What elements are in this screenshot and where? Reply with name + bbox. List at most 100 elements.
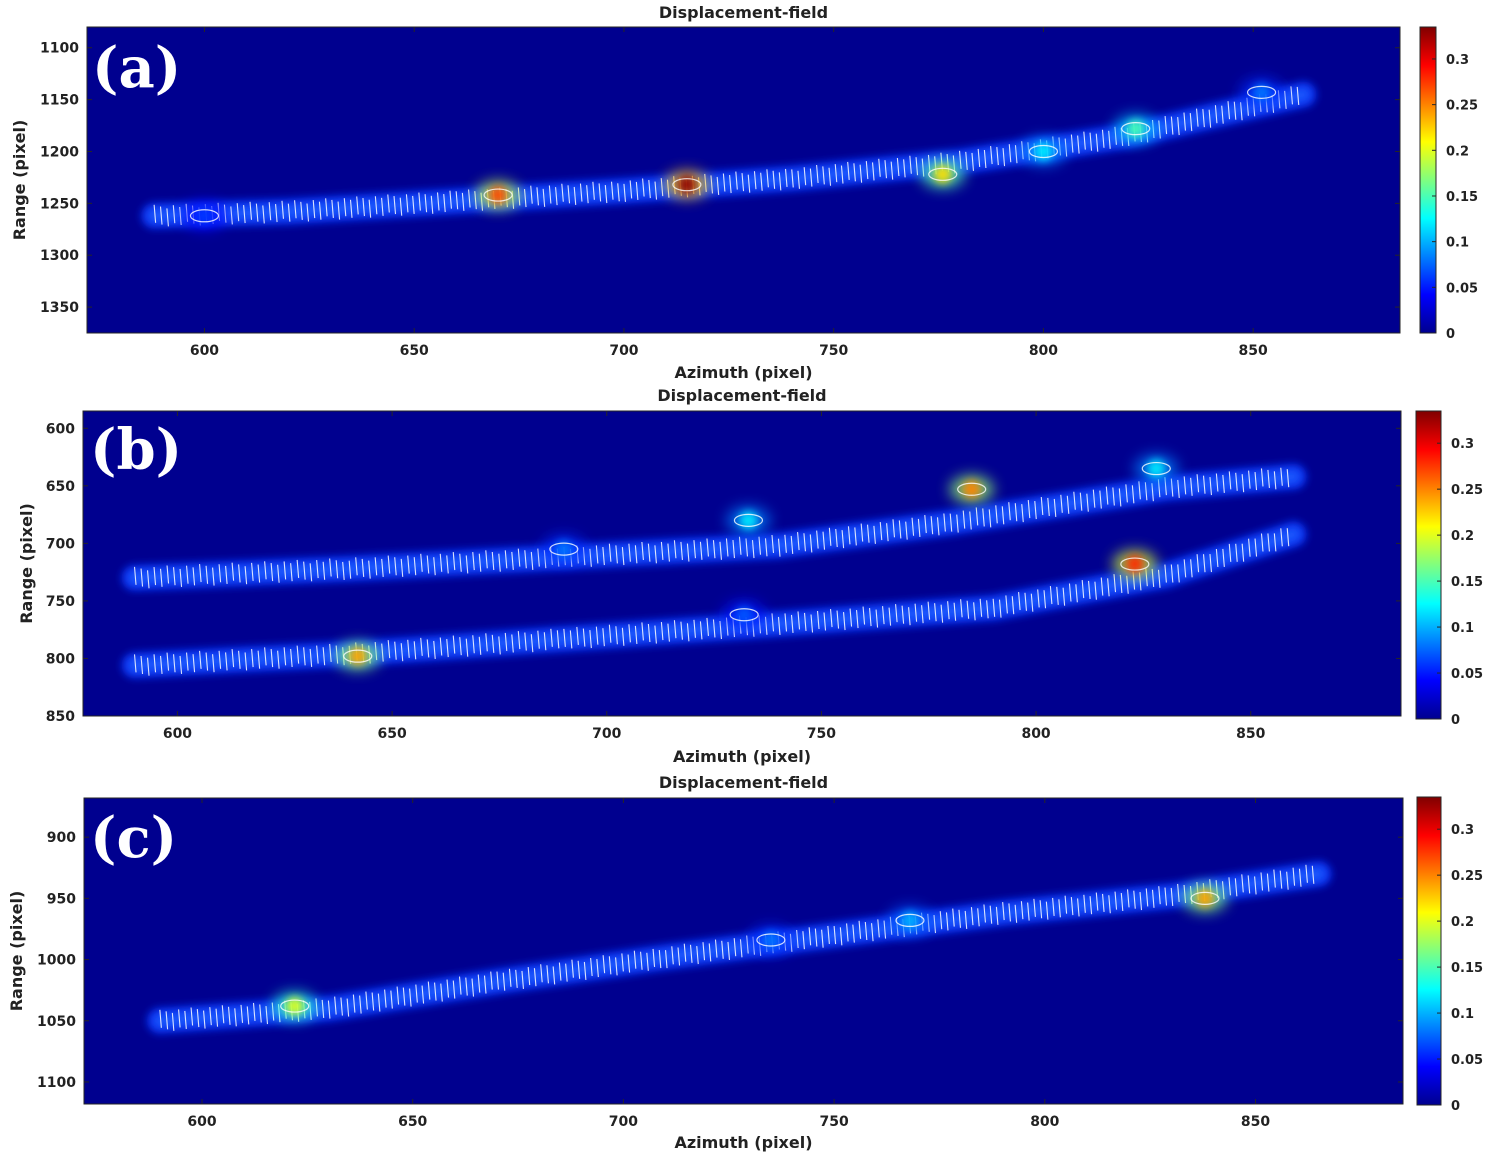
vector-arrow (394, 641, 397, 660)
vector-arrow (733, 938, 737, 957)
vector-arrow (654, 181, 658, 200)
vector-arrow (1158, 120, 1161, 139)
hotspot-vectors (1190, 891, 1220, 905)
hotspot-vectors (483, 188, 513, 202)
vector-arrow (412, 195, 415, 214)
vector-arrow (610, 181, 614, 200)
vector-arrow (777, 538, 781, 557)
vector-arrow (1014, 145, 1018, 164)
vector-arrow (641, 622, 644, 641)
x-tick-label: 750 (819, 1114, 848, 1130)
vector-arrow (966, 600, 970, 619)
vector-arrow (153, 654, 157, 673)
vector-arrow (1273, 533, 1277, 552)
vector-arrow (374, 557, 378, 576)
vector-arrow (977, 908, 980, 927)
vector-arrow (677, 947, 681, 966)
vector-arrow (621, 627, 625, 646)
vector-arrow (530, 185, 533, 204)
hotspot-core (1126, 119, 1145, 138)
vector-arrow (1099, 490, 1102, 509)
y-axis-label: Range (pixel) (10, 120, 29, 241)
vector-arrow (647, 623, 651, 643)
vector-arrow (859, 164, 863, 183)
vector-arrow (911, 517, 915, 536)
vector-arrow (641, 541, 644, 561)
vector-arrow (834, 164, 838, 183)
vector-arrow (895, 604, 898, 623)
vector-arrow (1070, 134, 1074, 153)
colorbar-tick-label: 0.3 (1446, 53, 1469, 68)
vector-arrow (1157, 569, 1161, 588)
vector-arrow (671, 946, 674, 965)
vector-arrow (1151, 889, 1155, 908)
vector-arrow (654, 545, 657, 564)
vector-arrow (409, 988, 412, 1007)
vector-arrow (1286, 469, 1290, 488)
x-tick-label: 700 (609, 1114, 638, 1130)
vector-arrow (628, 543, 631, 562)
x-tick-label: 750 (807, 726, 836, 742)
vector-arrow (577, 960, 581, 979)
vector-arrow (312, 200, 316, 219)
vector-arrow (1039, 900, 1043, 919)
vector-arrow (1027, 500, 1031, 519)
hotspot-core (348, 647, 367, 666)
vector-arrow (1273, 869, 1276, 888)
vector-arrow (598, 183, 602, 202)
vector-arrow (400, 558, 404, 577)
vector-arrow (686, 623, 690, 642)
plot-area (141, 78, 1317, 230)
colorbar-tick-label: 0.2 (1451, 915, 1474, 930)
vector-arrow (1196, 474, 1200, 493)
hotspot (476, 181, 521, 210)
vector-arrow (751, 540, 755, 559)
vector-arrow (1227, 101, 1231, 120)
vector-arrow (565, 963, 568, 982)
vector-arrow (166, 652, 170, 671)
vector-arrow (468, 189, 471, 208)
vector-arrow (259, 1004, 262, 1023)
vector-arrow (829, 608, 833, 628)
colorbar-tick-label: 0.15 (1451, 961, 1483, 976)
vector-arrow (960, 599, 963, 618)
vector-arrow (1286, 528, 1290, 547)
vector-arrow (1047, 497, 1050, 516)
vector-arrow (329, 643, 332, 662)
band-core (153, 867, 1325, 1027)
vector-arrow (257, 650, 261, 669)
vector-arrow (986, 600, 989, 619)
vector-arrow (1101, 129, 1105, 148)
hotspot (1182, 884, 1227, 913)
vector-arrow (835, 528, 838, 548)
vector-arrow (958, 909, 962, 928)
vector-arrow (883, 920, 887, 939)
panel-label: (a) (92, 35, 181, 101)
vector-arrow (318, 201, 322, 220)
x-tick-label: 600 (190, 343, 219, 359)
hotspot (887, 906, 932, 935)
vector-arrow (1008, 502, 1011, 521)
vector-arrow (343, 198, 347, 217)
vector-arrow (729, 175, 732, 194)
colorbar-tick-label: 0.1 (1451, 621, 1474, 636)
vector-arrow (179, 568, 183, 587)
vector-arrow (424, 194, 428, 213)
vector-arrow (689, 944, 693, 963)
vector-arrow (264, 561, 267, 580)
vector-arrow (159, 568, 163, 587)
vector-arrow (871, 923, 874, 942)
vector-arrow (359, 995, 362, 1014)
vector-arrow (995, 906, 999, 925)
vector-arrow (712, 540, 716, 559)
vector-arrow (140, 568, 144, 587)
vector-arrow (153, 204, 157, 223)
vector-arrow (1164, 115, 1168, 135)
vector-arrow (683, 943, 687, 962)
vector-arrow (905, 521, 908, 540)
vector-arrow (796, 929, 799, 949)
vector-arrow (1202, 109, 1205, 128)
vector-arrow (433, 640, 436, 660)
colorbar-tick-label: 0.05 (1446, 281, 1478, 296)
colorbar-gradient (1419, 26, 1437, 334)
